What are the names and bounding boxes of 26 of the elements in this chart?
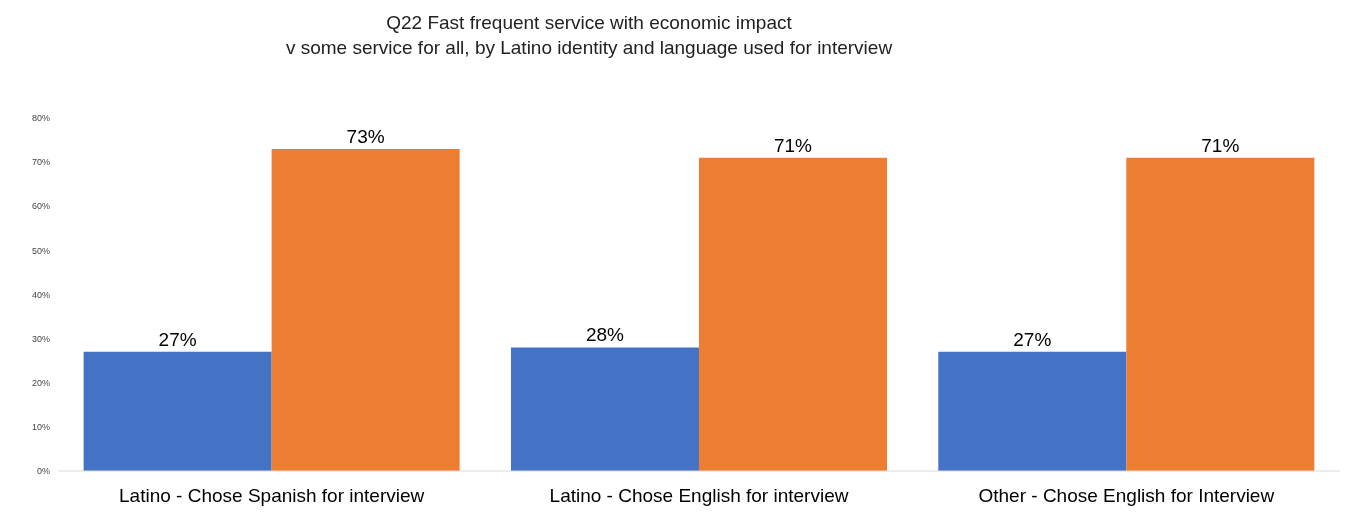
chart-subtitle: v some service for all, by Latino identity and language used for interview: [284, 36, 894, 60]
bar: [938, 351, 1127, 471]
data-label: 73%: [346, 125, 385, 147]
y-tick-label: 80%: [31, 113, 50, 124]
y-tick-label: 60%: [31, 201, 50, 212]
bar: [1126, 157, 1315, 471]
bar: [271, 148, 460, 471]
data-label: 28%: [585, 324, 625, 346]
x-tick-label: Other - Chose English for Interview: [978, 485, 1275, 507]
data-label: 27%: [1013, 328, 1052, 350]
y-tick-label: 70%: [31, 157, 50, 168]
x-tick-label: Latino - Chose English for interview: [549, 485, 849, 507]
data-label: 27%: [158, 328, 197, 350]
chart-title: Q22 Fast frequent service with economic impact: [385, 11, 793, 35]
data-label: 71%: [773, 134, 813, 156]
y-tick-label: 0%: [36, 466, 50, 477]
y-tick-label: 30%: [31, 333, 50, 344]
y-tick-label: 10%: [31, 422, 50, 433]
data-label: 71%: [1201, 134, 1240, 156]
y-tick-label: 20%: [31, 377, 50, 388]
bar: [698, 157, 887, 471]
bar: [510, 347, 699, 471]
y-tick-label: 50%: [31, 245, 50, 256]
x-tick-label: Latino - Chose Spanish for interview: [119, 485, 425, 507]
y-tick-label: 40%: [31, 289, 50, 300]
bar: [83, 351, 272, 471]
